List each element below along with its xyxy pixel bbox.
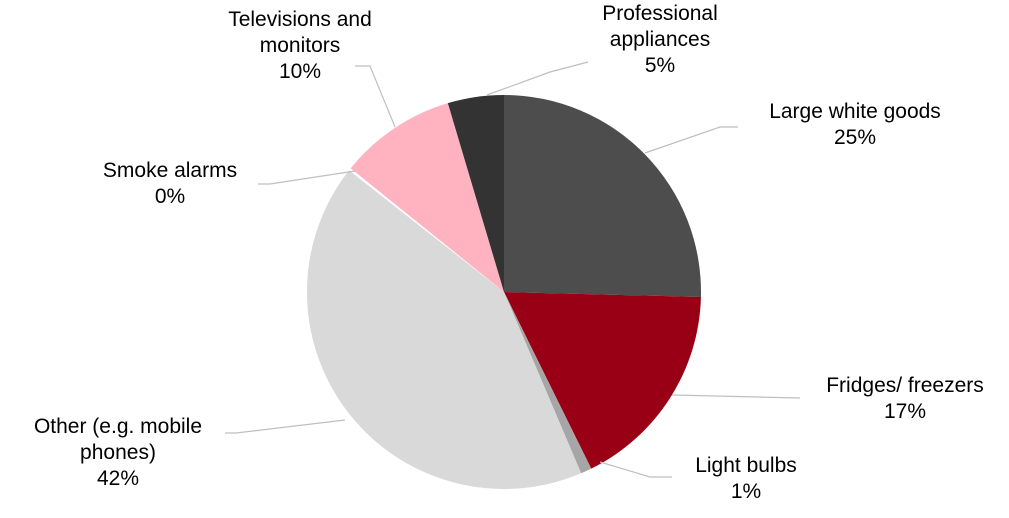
pie-slice-light-bulbs	[504, 292, 592, 474]
data-label-other-e-g-mobile-phones: Other (e.g. mobile phones) 42%	[34, 415, 202, 490]
data-label-fridges-freezers: Fridges/ freezers 17%	[826, 374, 984, 423]
data-label-large-white-goods: Large white goods 25%	[769, 100, 941, 149]
pie-slice-other-e-g-mobile-phones	[306, 170, 582, 490]
data-label-value: 0%	[155, 185, 185, 208]
data-label-light-bulbs: Light bulbs 1%	[695, 454, 797, 503]
data-label-value: 1%	[731, 480, 761, 503]
data-label-category: Large white goods	[769, 100, 941, 123]
leader-line-other-e-g-mobile-phones	[225, 419, 346, 434]
pie-slices	[306, 94, 702, 490]
data-label-category: Professional	[602, 2, 718, 25]
pie-slice-televisions-and-monitors	[350, 103, 504, 292]
data-label-value: 10%	[279, 60, 321, 83]
data-labels: Large white goods 25% Fridges/ freezers 17%…	[34, 2, 984, 503]
data-label-category: phones)	[80, 441, 156, 464]
data-label-value: 42%	[97, 467, 139, 490]
pie-slice-smoke-alarms	[349, 168, 504, 292]
data-label-value: 25%	[834, 126, 876, 149]
data-label-category: Other (e.g. mobile	[34, 415, 202, 438]
leader-line-professional-appliances	[486, 61, 589, 96]
leader-line-fridges-freezers	[671, 394, 801, 399]
data-label-smoke-alarms: Smoke alarms 0%	[103, 159, 237, 208]
pie-slice-fridges-freezers	[504, 292, 701, 469]
data-label-category: monitors	[260, 34, 341, 57]
data-label-category: appliances	[610, 28, 710, 51]
data-label-professional-appliances: Professional appliances 5%	[602, 2, 718, 77]
leader-line-smoke-alarms	[258, 170, 356, 185]
data-label-value: 17%	[884, 400, 926, 423]
leader-line-light-bulbs	[599, 461, 672, 478]
data-label-value: 5%	[645, 54, 675, 77]
data-label-category: Smoke alarms	[103, 159, 237, 182]
pie-slice-professional-appliances	[447, 95, 504, 292]
pie-slice-large-white-goods	[504, 94, 702, 297]
leader-lines	[225, 61, 801, 478]
data-label-category: Fridges/ freezers	[826, 374, 984, 397]
leader-line-televisions-and-monitors	[355, 65, 396, 128]
data-label-televisions-and-monitors: Televisions and monitors 10%	[228, 8, 372, 83]
data-label-category: Televisions and	[228, 8, 372, 31]
leader-line-large-white-goods	[644, 126, 738, 154]
data-label-category: Light bulbs	[695, 454, 797, 477]
